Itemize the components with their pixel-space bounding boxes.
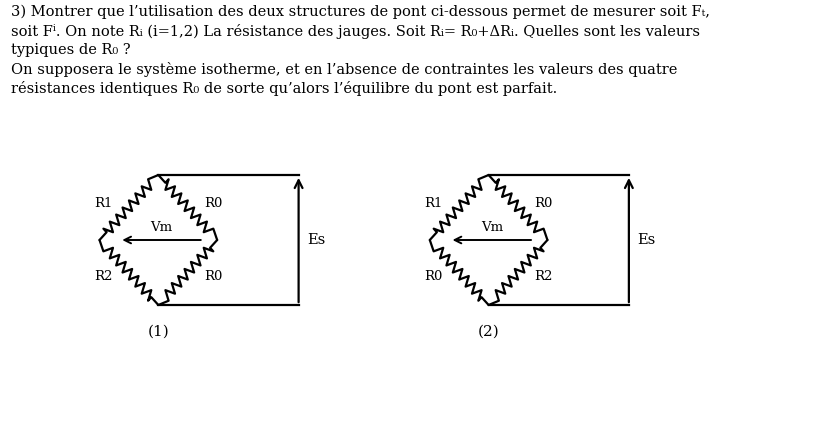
Text: R2: R2 — [534, 270, 553, 283]
Text: R1: R1 — [425, 197, 443, 210]
Text: On supposera le système isotherme, et en l’absence de contraintes les valeurs de: On supposera le système isotherme, et en… — [11, 62, 677, 77]
Text: (1): (1) — [147, 325, 169, 339]
Text: Vm: Vm — [151, 221, 173, 234]
Text: Es: Es — [637, 233, 655, 247]
Text: R0: R0 — [204, 197, 222, 210]
Text: 3) Montrer que l’utilisation des deux structures de pont ci-dessous permet de me: 3) Montrer que l’utilisation des deux st… — [11, 5, 710, 20]
Text: (2): (2) — [478, 325, 500, 339]
Text: Vm: Vm — [481, 221, 503, 234]
Text: R0: R0 — [534, 197, 553, 210]
Text: typiques de R₀ ?: typiques de R₀ ? — [11, 43, 130, 57]
Text: Es: Es — [307, 233, 325, 247]
Text: résistances identiques R₀ de sorte qu’alors l’équilibre du pont est parfait.: résistances identiques R₀ de sorte qu’al… — [11, 81, 557, 96]
Text: R0: R0 — [425, 270, 443, 283]
Text: R2: R2 — [94, 270, 112, 283]
Text: R0: R0 — [204, 270, 222, 283]
Text: soit Fⁱ. On note Rᵢ (i=1,2) La résistance des jauges. Soit Rᵢ= R₀+ΔRᵢ. Quelles s: soit Fⁱ. On note Rᵢ (i=1,2) La résistanc… — [11, 24, 700, 39]
Text: R1: R1 — [94, 197, 112, 210]
